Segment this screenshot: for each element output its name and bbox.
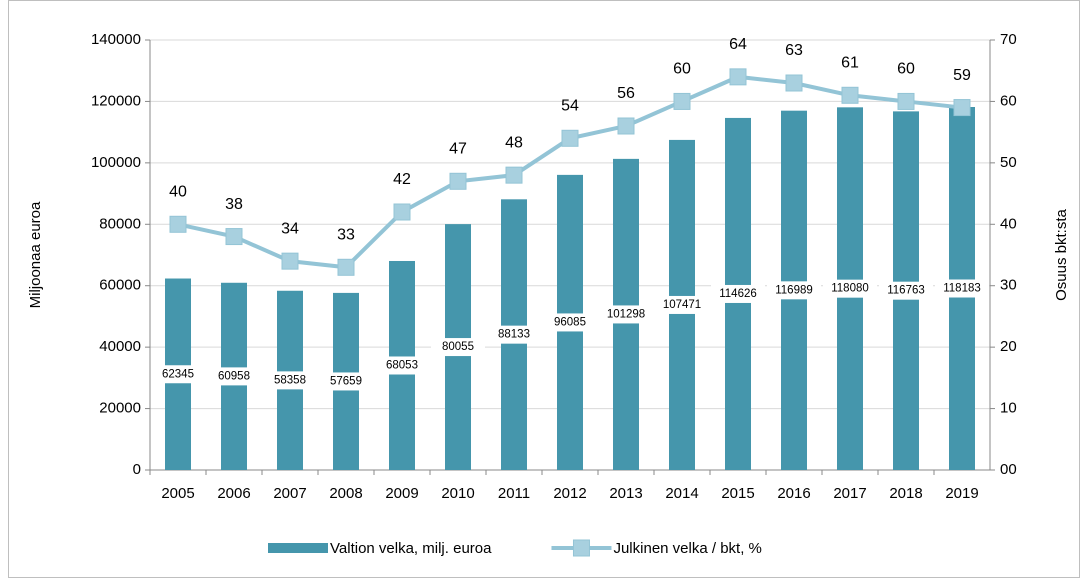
data-label: 64 [729,36,747,53]
data-label: 62345 [162,368,194,380]
y-tick-label: 40000 [99,338,141,355]
data-label: 60 [897,61,915,78]
data-label: 60958 [218,370,250,382]
data-label: 118183 [943,283,981,295]
x-tick-label: 2009 [385,485,418,502]
y-tick-label: 100000 [91,154,141,171]
data-label-box [151,365,205,384]
data-label-box [207,367,261,386]
data-label: 38 [225,196,243,213]
x-tick-label: 2017 [833,485,866,502]
x-tick-label: 2007 [273,485,306,502]
y-tick-label: 60000 [99,277,141,294]
y2-tick-label: 60 [1000,92,1017,109]
data-label-box [879,281,933,300]
data-label-box [319,372,373,391]
x-tick-label: 2010 [441,485,474,502]
y2-tick-label: 70 [1000,31,1017,48]
y2-tick-label: 10 [1000,400,1017,417]
y-tick-label: 120000 [91,92,141,109]
data-label: 63 [785,42,803,59]
marker [617,117,635,135]
data-label: 114626 [719,288,757,300]
x-tick-label: 2005 [161,485,194,502]
y-tick-label: 20000 [99,400,141,417]
data-label: 60 [673,61,691,78]
y2-axis-title: Osuus bkt:sta [1053,208,1070,300]
data-label-box [767,281,821,300]
marker [785,74,803,92]
data-label: 101298 [607,308,645,320]
legend-label: Valtion velka, milj. euroa [330,540,492,557]
data-label: 56 [617,85,635,102]
data-label-box [655,295,709,314]
data-label: 47 [449,141,467,158]
data-label: 116989 [775,284,813,296]
marker [225,228,243,246]
marker [897,92,915,110]
y2-tick-label: 30 [1000,277,1017,294]
marker [169,215,187,233]
data-label: 80055 [442,341,474,353]
marker [673,92,691,110]
y2-tick-label: 00 [1000,461,1017,478]
y-axis-title: Miljoonaa euroa [27,201,44,308]
data-label: 57659 [330,375,362,387]
x-tick-label: 2014 [665,485,698,502]
data-label: 33 [337,227,355,244]
y-tick-label: 80000 [99,215,141,232]
y2-tick-label: 40 [1000,215,1017,232]
marker [505,166,523,184]
data-label: 42 [393,171,411,188]
marker [729,68,747,86]
data-label-box [543,313,597,332]
x-tick-label: 2019 [945,485,978,502]
data-label-box [935,279,989,298]
data-label: 88133 [498,329,530,341]
data-label: 59 [953,67,971,84]
data-label: 118080 [831,283,869,295]
y2-tick-label: 50 [1000,154,1017,171]
data-label-box [823,279,877,298]
legend-label: Julkinen velka / bkt, % [613,540,761,557]
x-tick-label: 2015 [721,485,754,502]
x-tick-label: 2013 [609,485,642,502]
data-label: 116763 [887,285,925,297]
legend-marker [572,539,590,557]
x-tick-label: 2012 [553,485,586,502]
y2-tick-label: 20 [1000,338,1017,355]
x-tick-label: 2006 [217,485,250,502]
data-label: 54 [561,98,579,115]
x-tick-label: 2008 [329,485,362,502]
marker [449,172,467,190]
y-tick-label: 140000 [91,31,141,48]
data-label-box [263,371,317,390]
data-label: 40 [169,184,187,201]
x-tick-label: 2016 [777,485,810,502]
data-label: 61 [841,55,859,72]
data-label: 96085 [554,316,586,328]
data-label: 68053 [386,360,418,372]
data-label: 48 [505,134,523,151]
y-tick-label: 0 [133,461,141,478]
marker [281,252,299,270]
data-label-box [487,325,541,344]
data-label-box [599,305,653,324]
x-tick-label: 2011 [498,485,530,502]
marker [953,99,971,117]
marker [393,203,411,221]
marker [561,129,579,147]
data-label-box [375,356,429,375]
legend-swatch [268,543,328,553]
data-label: 34 [281,220,299,237]
x-tick-label: 2018 [889,485,922,502]
data-label: 58358 [274,374,306,386]
marker [337,258,355,276]
data-label-box [711,284,765,303]
data-label-box [431,338,485,357]
marker [841,86,859,104]
data-label: 107471 [663,299,701,311]
